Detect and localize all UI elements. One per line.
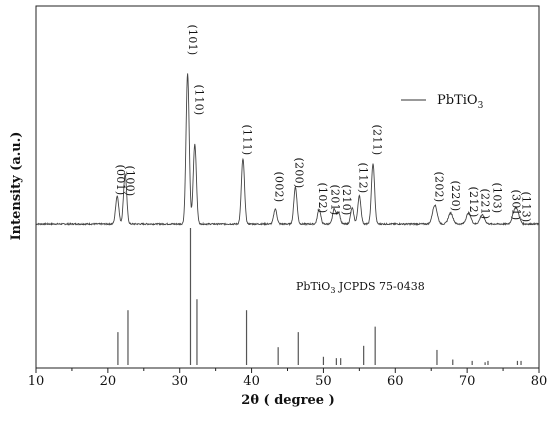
peak-label: (210) [340,184,353,215]
peak-label: (301) [509,189,522,220]
peak-label: (220) [449,180,462,211]
peak-label: (103) [491,182,504,213]
x-axis-label: 2θ ( degree ) [241,393,334,408]
peak-label: (202) [433,171,446,202]
peak-label: (101) [186,24,199,55]
x-tick-label: 30 [171,374,188,389]
y-axis-label: Intensity (a.u.) [9,132,24,241]
x-tick-label: 70 [459,374,476,389]
x-tick-label: 80 [531,374,548,389]
legend: PbTiO3 [401,93,484,111]
peak-label: (113) [519,191,532,222]
pattern-line [35,73,540,227]
peak-label: (212) [467,186,480,217]
measured-pattern [35,73,540,227]
peak-label: (100) [124,165,137,196]
peak-label: (102) [316,182,329,213]
x-tick-label: 50 [315,374,332,389]
reference-sticks [117,228,522,365]
reference-label: PbTiO3 JCPDS 75-0438 [296,280,425,295]
peak-label: (002) [272,171,285,202]
x-tick-label: 40 [243,374,260,389]
peak-label: (200) [292,157,305,188]
x-tick-label: 20 [100,374,117,389]
peak-label: (112) [356,162,369,193]
peak-label: (211) [371,124,384,155]
peak-labels: (001)(100) (101) (110) (111) (002) (200) (102)… [114,24,532,222]
legend-label: PbTiO3 [437,93,484,111]
peak-label: (001) [114,164,127,195]
plot-frame [35,5,540,369]
x-axis-ticks: 10 20 30 40 50 60 70 80 [28,368,548,389]
peak-label: (111) [241,124,254,155]
peak-label: (201) [328,184,341,215]
peak-label: (110) [193,84,206,115]
x-tick-label: 10 [28,374,45,389]
x-tick-label: 60 [387,374,404,389]
peak-label: (221) [479,188,492,219]
